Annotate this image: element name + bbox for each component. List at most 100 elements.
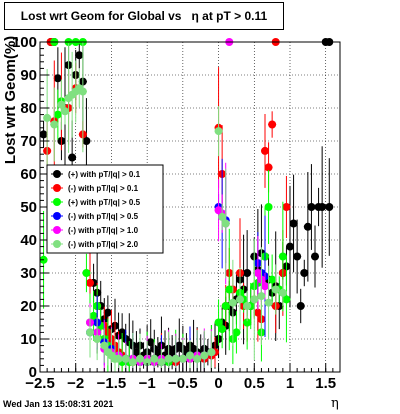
x-tick-label: 0.5	[244, 375, 265, 392]
data-point	[325, 203, 334, 211]
legend-entry: (-) with pT/|q| > 0.1	[68, 184, 139, 193]
data-point	[282, 203, 291, 211]
data-point	[221, 302, 230, 310]
data-point	[75, 51, 84, 60]
data-point	[89, 311, 98, 320]
data-point	[93, 335, 102, 343]
data-point	[221, 219, 230, 228]
legend: (+) with pT/|q| > 0.1 (-) with pT/|q| > 0…	[46, 164, 164, 254]
data-point	[86, 328, 94, 337]
data-point	[214, 318, 223, 327]
data-point	[253, 308, 262, 317]
x-tick-label: −1	[139, 375, 156, 392]
data-point	[243, 269, 252, 277]
data-point	[57, 100, 66, 109]
data-point	[264, 163, 273, 172]
data-point	[268, 275, 277, 284]
data-point	[311, 252, 319, 261]
data-point	[236, 295, 244, 304]
data-point	[61, 107, 69, 116]
footer-timestamp: Wed Jan 13 15:08:31 2021	[3, 399, 114, 409]
data-point	[153, 348, 162, 357]
data-point	[296, 302, 305, 310]
legend-entry: (-) with pT/|q| > 1.0	[68, 226, 139, 235]
y-tick-label: 60	[20, 166, 37, 183]
data-point	[118, 328, 127, 337]
data-point	[143, 358, 152, 367]
data-point	[207, 348, 216, 357]
data-point	[250, 295, 259, 304]
legend-entry: (-) with pT/|q| > 2.0	[68, 240, 139, 249]
y-tick-label: 40	[20, 232, 37, 249]
legend-box	[46, 164, 164, 254]
y-tick-label: 50	[20, 199, 37, 216]
data-point	[178, 354, 187, 363]
data-point	[171, 354, 180, 363]
data-point	[121, 354, 130, 363]
data-point	[225, 285, 234, 294]
axes: −2.5 −2 −1.5 −1 −0.5 0 0.5 1 1.5 0 10 20 30 40 50 60 70 8…	[12, 34, 341, 392]
x-tick-label: −0.5	[168, 375, 198, 392]
data-point	[164, 354, 173, 363]
data-point	[114, 354, 123, 363]
data-point	[193, 354, 202, 363]
data-point	[261, 146, 269, 155]
data-point	[268, 120, 277, 129]
data-point	[50, 120, 59, 129]
data-point	[146, 338, 155, 347]
y-tick-label: 10	[20, 331, 37, 348]
data-point	[232, 328, 241, 337]
x-tick-label: −2.5	[25, 375, 55, 392]
data-point	[218, 212, 227, 221]
x-tick-label: 1.5	[315, 375, 336, 392]
y-tick-label: 30	[20, 265, 37, 282]
data-point	[300, 269, 309, 277]
data-point	[78, 87, 87, 96]
data-point	[53, 74, 62, 83]
x-tick-label: −2	[67, 375, 84, 392]
data-points	[39, 38, 334, 372]
data-point	[82, 269, 91, 277]
legend-entry: (-) with pT/|q| > 0.5	[68, 212, 139, 221]
legend-marker	[53, 226, 61, 234]
legend-entry: (+) with pT/|q| > 0.1	[68, 170, 141, 179]
data-point	[303, 222, 312, 231]
x-tick-label: 1	[286, 375, 294, 392]
legend-marker	[53, 198, 61, 206]
x-tick-label: 0	[214, 375, 222, 392]
legend-marker	[53, 170, 61, 178]
data-point	[278, 288, 287, 297]
data-point	[200, 351, 209, 360]
data-point	[318, 203, 327, 211]
data-point	[150, 354, 159, 363]
data-point	[307, 203, 316, 211]
y-tick-label: 0	[29, 364, 37, 381]
data-point	[261, 282, 269, 291]
data-point	[293, 252, 302, 261]
data-point	[186, 351, 194, 360]
data-point	[128, 358, 137, 367]
y-tick-label: 100	[12, 34, 37, 51]
y-tick-label: 70	[20, 133, 37, 150]
data-point	[257, 292, 266, 301]
legend-entry: (+) with pT/|q| > 0.5	[68, 198, 141, 207]
x-axis-label: η	[331, 396, 339, 411]
y-tick-label: 80	[20, 100, 37, 117]
x-tick-label: −1.5	[97, 375, 127, 392]
data-point	[82, 137, 91, 145]
data-point	[289, 219, 298, 228]
data-point	[68, 153, 77, 162]
data-point	[243, 302, 252, 310]
legend-marker	[53, 212, 61, 220]
data-point	[228, 298, 237, 307]
y-tick-label: 90	[20, 67, 37, 84]
data-point	[132, 348, 141, 357]
legend-marker	[53, 240, 61, 248]
data-point	[253, 269, 262, 277]
data-point	[271, 285, 280, 294]
data-point	[264, 298, 273, 307]
data-point	[53, 110, 62, 119]
data-point	[157, 358, 166, 367]
y-tick-label: 20	[20, 298, 37, 315]
